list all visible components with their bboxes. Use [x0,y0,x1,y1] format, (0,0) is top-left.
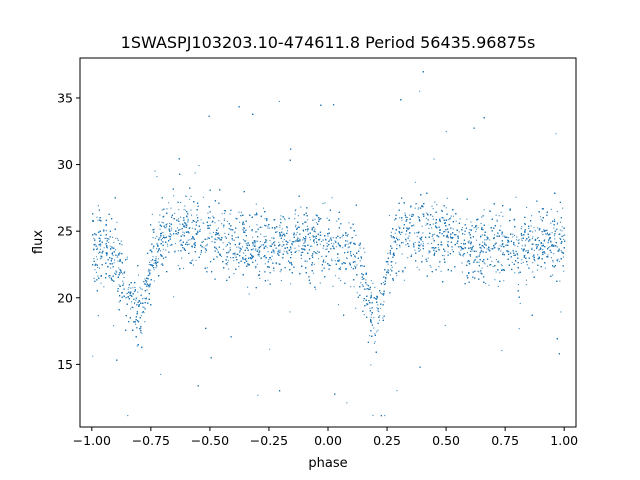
scatter-point-cloud [92,71,566,417]
x-tick-label: −0.75 [132,433,170,448]
scatter-points [92,71,566,417]
x-tick-label: 0.50 [432,433,460,448]
x-axis-label: phase [308,456,347,471]
y-tick-label: 15 [57,357,73,372]
y-tick-label: 25 [57,224,73,239]
plot-frame [79,57,577,428]
x-tick-label: −1.00 [73,433,111,448]
y-tick-label: 35 [57,90,73,105]
x-tick-label: 0.00 [314,433,342,448]
y-tick-label: 30 [57,157,73,172]
scatter-point-cloud [92,71,566,417]
chart-title: 1SWASPJ103203.10-474611.8 Period 56435.9… [121,33,536,52]
y-axis: 15 20 25 30 35 [57,90,80,372]
x-tick-label: −0.50 [191,433,229,448]
scatter-point-cloud [92,71,566,417]
scatter-point-cloud [92,71,566,417]
scatter-point-cloud [92,71,566,417]
x-axis: −1.00 −0.75 −0.50 −0.25 0.00 0.25 0.50 0.75 1.00 [73,427,578,448]
x-tick-label: 0.75 [491,433,519,448]
x-tick-label: −0.25 [250,433,288,448]
y-axis-label: flux [31,230,46,254]
x-tick-label: 1.00 [550,433,578,448]
x-tick-label: 0.25 [373,433,401,448]
y-tick-label: 20 [57,290,73,305]
scatter-point-cloud [92,71,566,417]
